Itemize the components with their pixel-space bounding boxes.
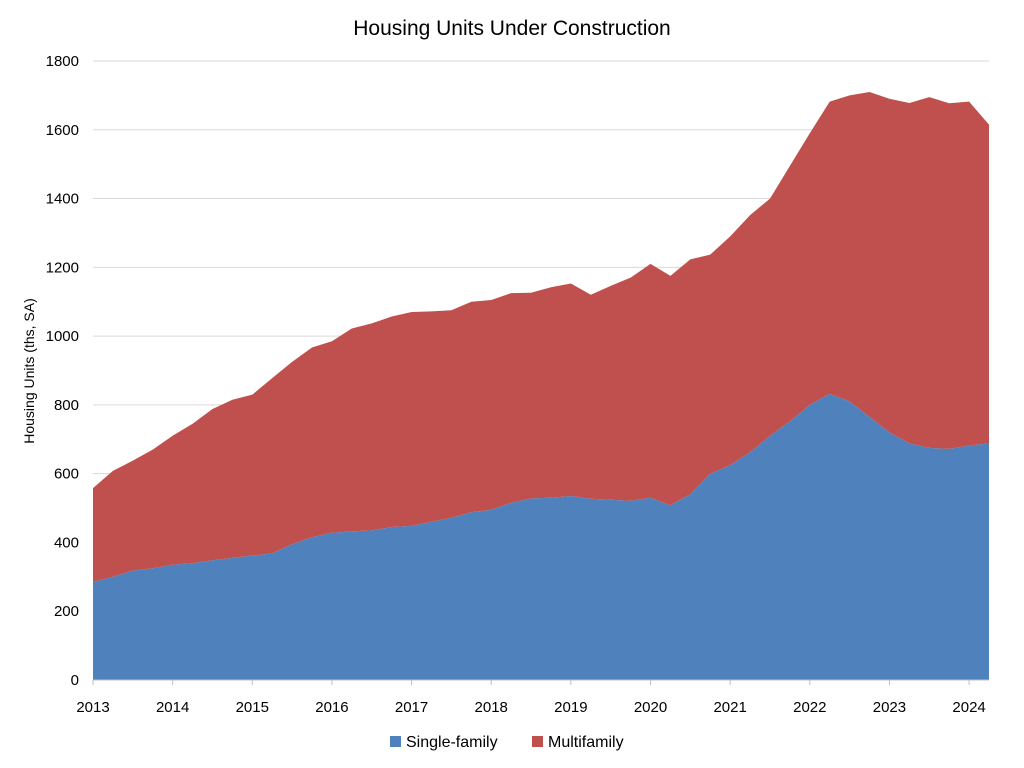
y-axis: 0 200 400 600 800 1000 1200 1400 1600 1800 bbox=[46, 53, 79, 689]
area-single-family bbox=[93, 393, 989, 680]
x-tick-label: 2018 bbox=[475, 699, 508, 716]
x-tick-label: 2015 bbox=[236, 699, 269, 716]
y-tick-label: 1200 bbox=[46, 259, 79, 276]
x-tick-label: 2024 bbox=[952, 699, 985, 716]
legend: Single-family Multifamily bbox=[390, 734, 624, 751]
plot-area bbox=[93, 92, 989, 680]
x-tick-label: 2022 bbox=[793, 699, 826, 716]
x-tick-label: 2016 bbox=[315, 699, 348, 716]
y-tick-label: 0 bbox=[71, 672, 79, 689]
y-tick-label: 800 bbox=[54, 397, 79, 414]
x-tick-label: 2019 bbox=[554, 699, 587, 716]
y-tick-label: 200 bbox=[54, 603, 79, 620]
y-tick-label: 600 bbox=[54, 466, 79, 483]
x-axis: 2013 2014 2015 2016 2017 2018 2019 2020 2021 2022… bbox=[76, 680, 986, 716]
legend-label: Single-family bbox=[406, 734, 498, 751]
y-tick-label: 1800 bbox=[46, 53, 79, 70]
x-tick-label: 2023 bbox=[873, 699, 906, 716]
chart-title: Housing Units Under Construction bbox=[353, 17, 670, 40]
area-multifamily bbox=[93, 92, 989, 582]
legend-label: Multifamily bbox=[548, 734, 624, 751]
y-tick-label: 1400 bbox=[46, 191, 79, 208]
x-tick-label: 2021 bbox=[713, 699, 746, 716]
x-tick-label: 2014 bbox=[156, 699, 189, 716]
legend-swatch bbox=[532, 736, 543, 747]
x-tick-label: 2017 bbox=[395, 699, 428, 716]
x-tick-label: 2020 bbox=[634, 699, 667, 716]
x-tick-label: 2013 bbox=[76, 699, 109, 716]
legend-swatch bbox=[390, 736, 401, 747]
y-tick-label: 1000 bbox=[46, 328, 79, 345]
y-axis-title: Housing Units (ths, SA) bbox=[21, 298, 37, 444]
y-tick-label: 1600 bbox=[46, 122, 79, 139]
y-tick-label: 400 bbox=[54, 534, 79, 551]
